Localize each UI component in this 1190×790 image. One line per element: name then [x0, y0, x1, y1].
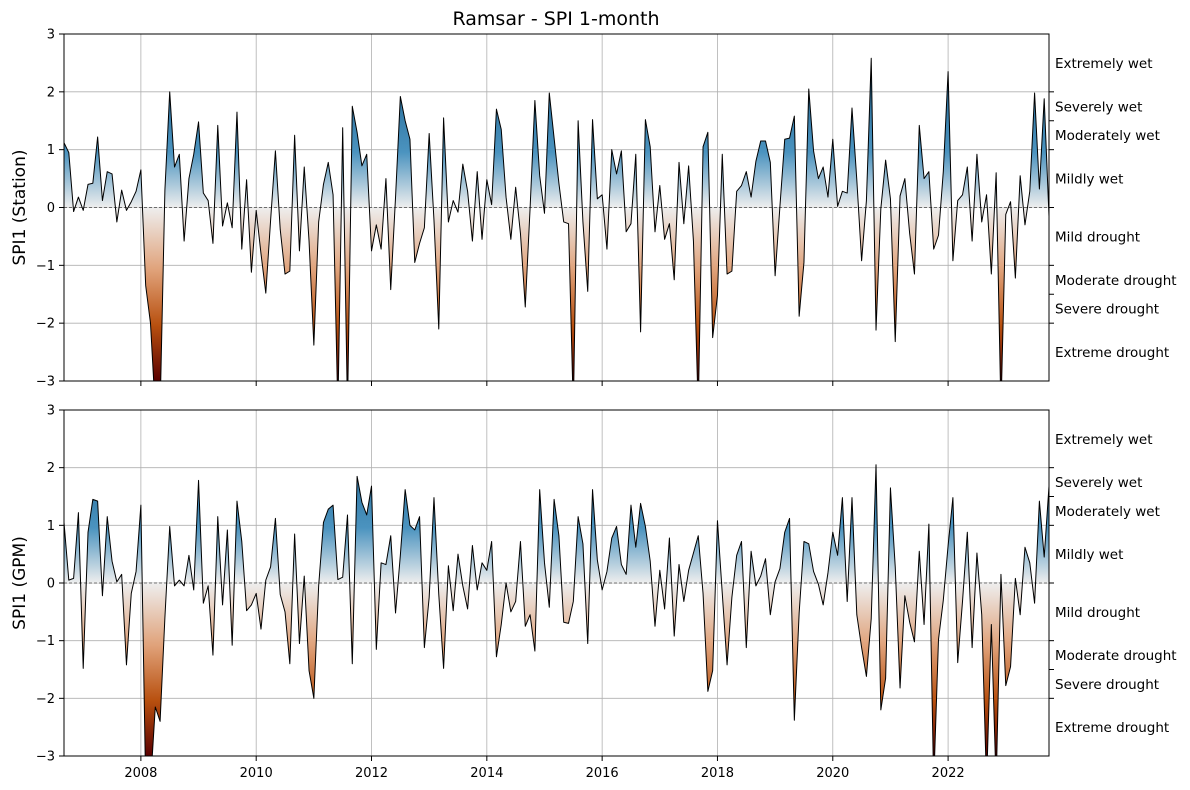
y-tick-label: 0	[47, 201, 55, 216]
x-tick-label: 2014	[470, 766, 503, 781]
panel-station: −3 −2 −1 0 1 2 3 Extremely wet Severely wet Moder…	[10, 28, 1177, 390]
category-label: Moderate drought	[1055, 648, 1177, 664]
spi-line	[64, 57, 1049, 381]
y-tick-label: −1	[36, 259, 55, 274]
category-label: Mild drought	[1055, 229, 1140, 245]
spi-area	[64, 464, 1049, 756]
y-tick-label: −2	[36, 317, 55, 332]
category-label: Extreme drought	[1055, 720, 1169, 736]
category-label: Mildly wet	[1055, 547, 1123, 563]
category-label: Extreme drought	[1055, 345, 1169, 361]
spi-area	[64, 58, 1049, 381]
category-label: Extremely wet	[1055, 56, 1153, 72]
y-tick-label: −3	[36, 375, 55, 390]
category-label: Moderate drought	[1055, 273, 1177, 289]
category-label: Moderately wet	[1055, 128, 1160, 144]
y-tick-label: −1	[36, 634, 55, 649]
category-label: Severely wet	[1055, 475, 1142, 491]
x-tick-label: 2008	[124, 766, 157, 781]
chart-title: Ramsar - SPI 1-month	[453, 8, 660, 30]
y-tick-label: −3	[36, 750, 55, 765]
category-label: Mildly wet	[1055, 172, 1123, 188]
y-tick-label: −2	[36, 692, 55, 707]
category-label: Mild drought	[1055, 605, 1140, 621]
category-label: Extremely wet	[1055, 432, 1153, 448]
category-label: Severely wet	[1055, 99, 1142, 115]
x-tick-label: 2010	[240, 766, 273, 781]
category-label: Severe drought	[1055, 302, 1159, 318]
x-tick-label: 2022	[932, 766, 965, 781]
x-tick-label: 2016	[586, 766, 619, 781]
y-tick-label: 1	[47, 143, 55, 158]
y-axis-label: SPI1 (Station)	[10, 150, 30, 266]
category-label: Severe drought	[1055, 677, 1159, 693]
x-tick-label: 2018	[701, 766, 734, 781]
spi-line	[64, 464, 1049, 756]
y-axis-label: SPI1 (GPM)	[10, 536, 30, 630]
panel-gpm: −3 −2 −1 0 1 2 3 Extremely wet Severely wet Moder…	[10, 404, 1177, 782]
y-tick-label: 2	[47, 85, 55, 100]
y-tick-label: 1	[47, 519, 55, 534]
y-tick-label: 0	[47, 577, 55, 592]
y-tick-label: 3	[47, 28, 55, 43]
x-tick-label: 2012	[355, 766, 388, 781]
y-tick-label: 2	[47, 461, 55, 476]
x-tick-label: 2020	[816, 766, 849, 781]
category-label: Moderately wet	[1055, 504, 1160, 520]
y-tick-label: 3	[47, 404, 55, 419]
